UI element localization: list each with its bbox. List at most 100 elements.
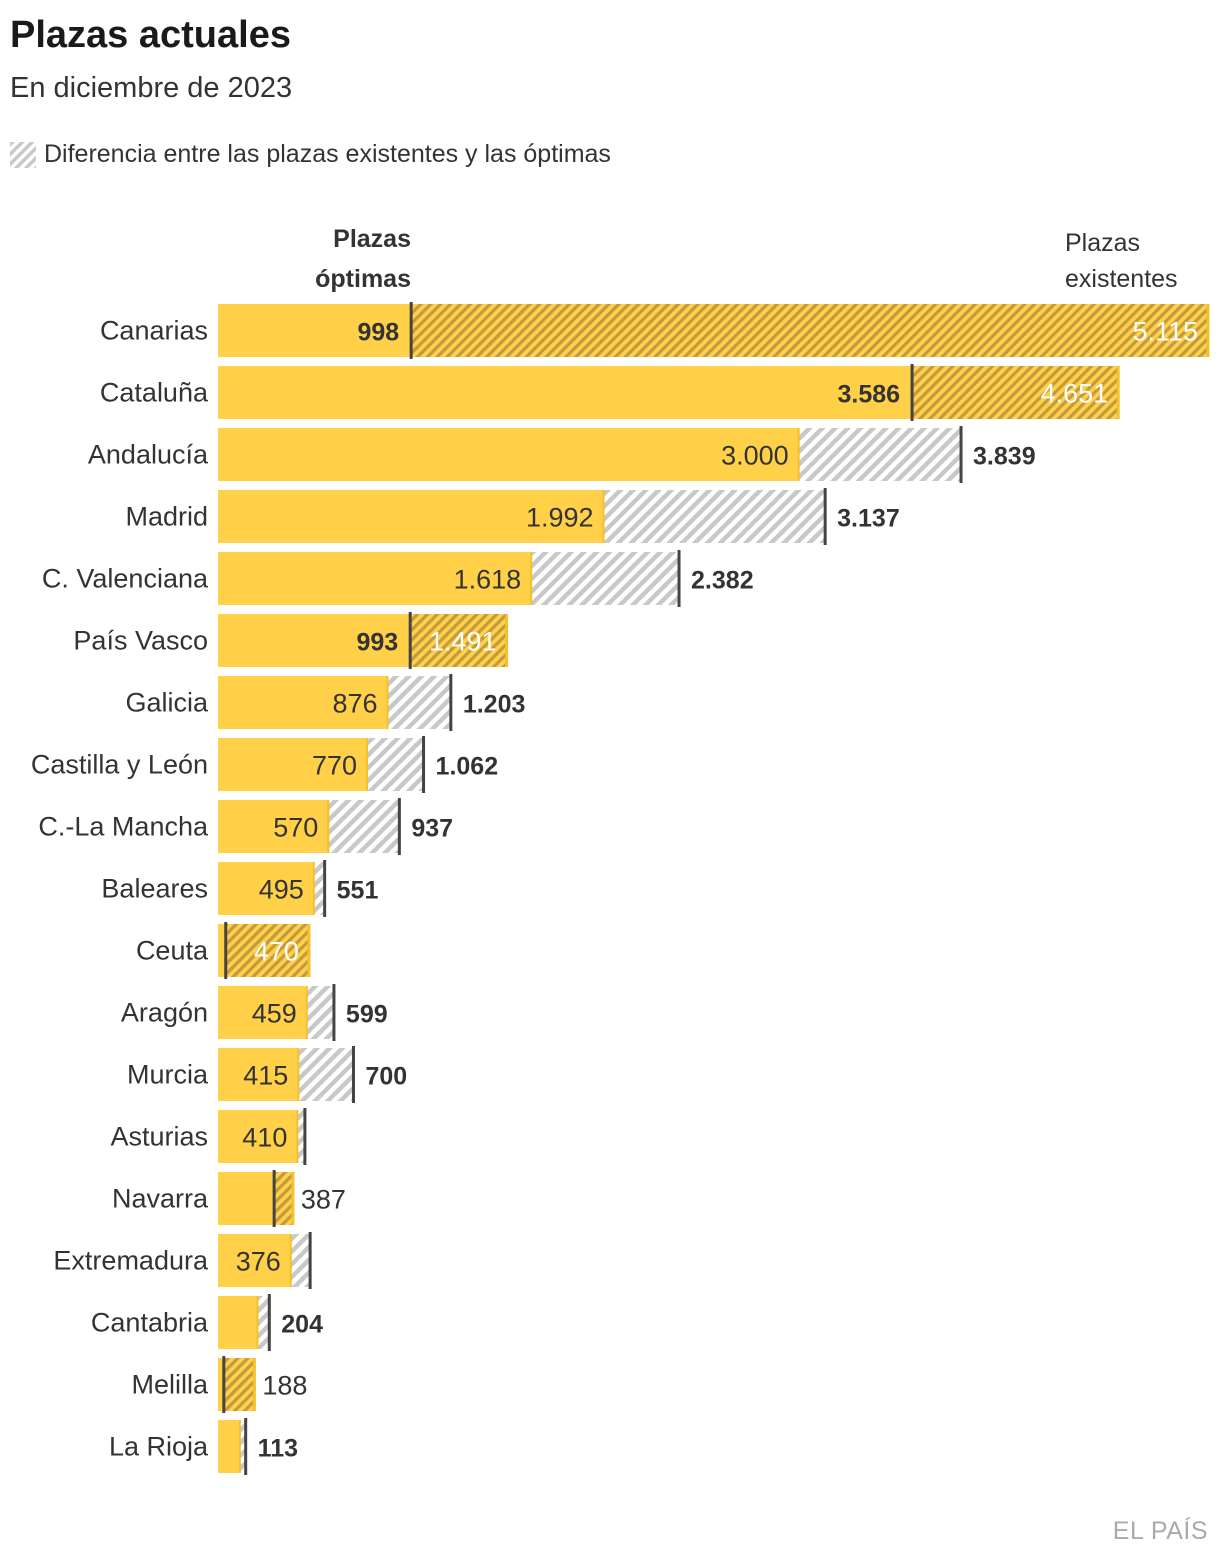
existing-marker — [332, 984, 336, 1041]
difference-hatch — [290, 1234, 311, 1287]
category-label: Aragón — [121, 998, 208, 1028]
surplus-hatch — [411, 304, 1209, 357]
category-label: Madrid — [125, 502, 208, 532]
legend: Diferencia entre las plazas existentes y… — [10, 140, 611, 169]
optimal-edge — [256, 1296, 259, 1349]
optimal-bar — [218, 428, 799, 481]
surplus-hatch — [225, 924, 309, 977]
category-label: Asturias — [110, 1122, 208, 1152]
existing-value-label: 700 — [365, 1063, 407, 1091]
existing-value-label: 3.137 — [837, 505, 900, 533]
bar-row: Castilla y León 770 1.062 — [31, 736, 498, 793]
category-label: C. Valenciana — [42, 564, 209, 594]
optimal-bar — [218, 1420, 240, 1473]
optimal-value-label: 3.000 — [721, 441, 789, 471]
existing-value-label: 470 — [254, 937, 299, 967]
existing-value-label: 551 — [337, 877, 379, 905]
existing-value-label: 2.382 — [691, 567, 754, 595]
header-existing-line2: existentes — [1065, 265, 1178, 293]
category-label: C.-La Mancha — [38, 812, 209, 842]
optimal-value-label: 1.618 — [454, 565, 522, 595]
optimal-bar — [218, 1048, 299, 1101]
category-label: Cantabria — [91, 1308, 209, 1338]
optimal-edge — [530, 552, 533, 605]
optimal-edge — [305, 986, 308, 1039]
bar-row: La Rioja 113 — [109, 1418, 298, 1475]
existing-marker — [267, 1294, 271, 1351]
optimal-value-label: 410 — [242, 1123, 287, 1153]
difference-hatch — [257, 1296, 270, 1349]
optimal-bar — [218, 800, 329, 853]
bar-row: Navarra 387 — [112, 1170, 346, 1227]
category-label: Navarra — [112, 1184, 209, 1214]
header-optimal-line2: óptimas — [315, 265, 411, 293]
optimal-bar — [218, 490, 604, 543]
legend-hatch-swatch — [10, 141, 36, 168]
existing-value-label: 5.115 — [1132, 317, 1198, 347]
optimal-value-label: 376 — [236, 1247, 281, 1277]
bar-row: Cataluña 3.586 4.651 — [100, 364, 1120, 421]
bar-row: Cantabria 204 — [91, 1294, 323, 1351]
optimal-edge — [386, 676, 389, 729]
surplus-hatch — [223, 1358, 255, 1411]
bar-row: Andalucía 3.000 3.839 — [88, 426, 1036, 483]
bar-row: Murcia 415 700 — [127, 1046, 407, 1103]
bar-edge — [307, 924, 311, 977]
optimal-edge — [602, 490, 605, 543]
category-label: Baleares — [101, 874, 208, 904]
difference-hatch — [297, 1110, 305, 1163]
bar-row: C.-La Mancha 570 937 — [38, 798, 453, 855]
category-label: Murcia — [127, 1060, 209, 1090]
category-label: Ceuta — [136, 936, 209, 966]
bar-row: Madrid 1.992 3.137 — [125, 488, 900, 545]
existing-value-label: 1.491 — [429, 627, 497, 657]
bar-edge — [291, 1172, 295, 1225]
existing-value-label: 1.062 — [436, 753, 499, 781]
existing-marker — [677, 550, 681, 607]
optimal-edge — [238, 1420, 241, 1473]
bar-edge — [1116, 366, 1120, 419]
existing-marker — [323, 860, 327, 917]
category-label: La Rioja — [109, 1432, 209, 1462]
optimal-value-label: 770 — [312, 751, 357, 781]
bar-row: Ceuta 470 — [136, 922, 311, 979]
optimal-edge — [297, 1048, 300, 1101]
optimal-bar — [218, 862, 314, 915]
bar-edge — [1206, 304, 1210, 357]
category-label: Cataluña — [100, 378, 209, 408]
existing-marker — [449, 674, 453, 731]
optimal-edge — [797, 428, 800, 481]
existing-value-label: 387 — [301, 1185, 346, 1215]
optimal-value-label: 570 — [273, 813, 318, 843]
existing-marker — [244, 1418, 248, 1475]
category-label: Melilla — [131, 1370, 209, 1400]
existing-value-label: 937 — [411, 815, 453, 843]
optimal-value-label: 876 — [332, 689, 377, 719]
optimal-value-label: 993 — [356, 629, 398, 657]
existing-marker — [422, 736, 426, 793]
category-label: Extremadura — [53, 1246, 209, 1276]
existing-marker — [823, 488, 827, 545]
existing-marker — [303, 1108, 307, 1165]
existing-marker — [351, 1046, 355, 1103]
category-label: Galicia — [125, 688, 209, 718]
bar-row: Canarias 998 5.115 — [100, 302, 1210, 359]
optimal-bar — [218, 1296, 258, 1349]
bar-edge — [252, 1358, 256, 1411]
bar-row: Asturias 410 — [110, 1108, 307, 1165]
existing-value-label: 1.203 — [463, 691, 526, 719]
difference-hatch — [603, 490, 826, 543]
difference-hatch — [313, 862, 325, 915]
optimal-marker — [272, 1170, 276, 1227]
surplus-hatch — [410, 614, 507, 667]
category-label: País Vasco — [73, 626, 208, 656]
optimal-edge — [366, 738, 369, 791]
optimal-edge — [312, 862, 315, 915]
optimal-bar — [218, 738, 368, 791]
surplus-hatch — [912, 366, 1119, 419]
bar-row: Aragón 459 599 — [121, 984, 388, 1041]
optimal-bar — [218, 552, 532, 605]
bar-row: C. Valenciana 1.618 2.382 — [42, 550, 754, 607]
optimal-value-label: 495 — [259, 875, 304, 905]
existing-value-label: 204 — [281, 1311, 323, 1339]
